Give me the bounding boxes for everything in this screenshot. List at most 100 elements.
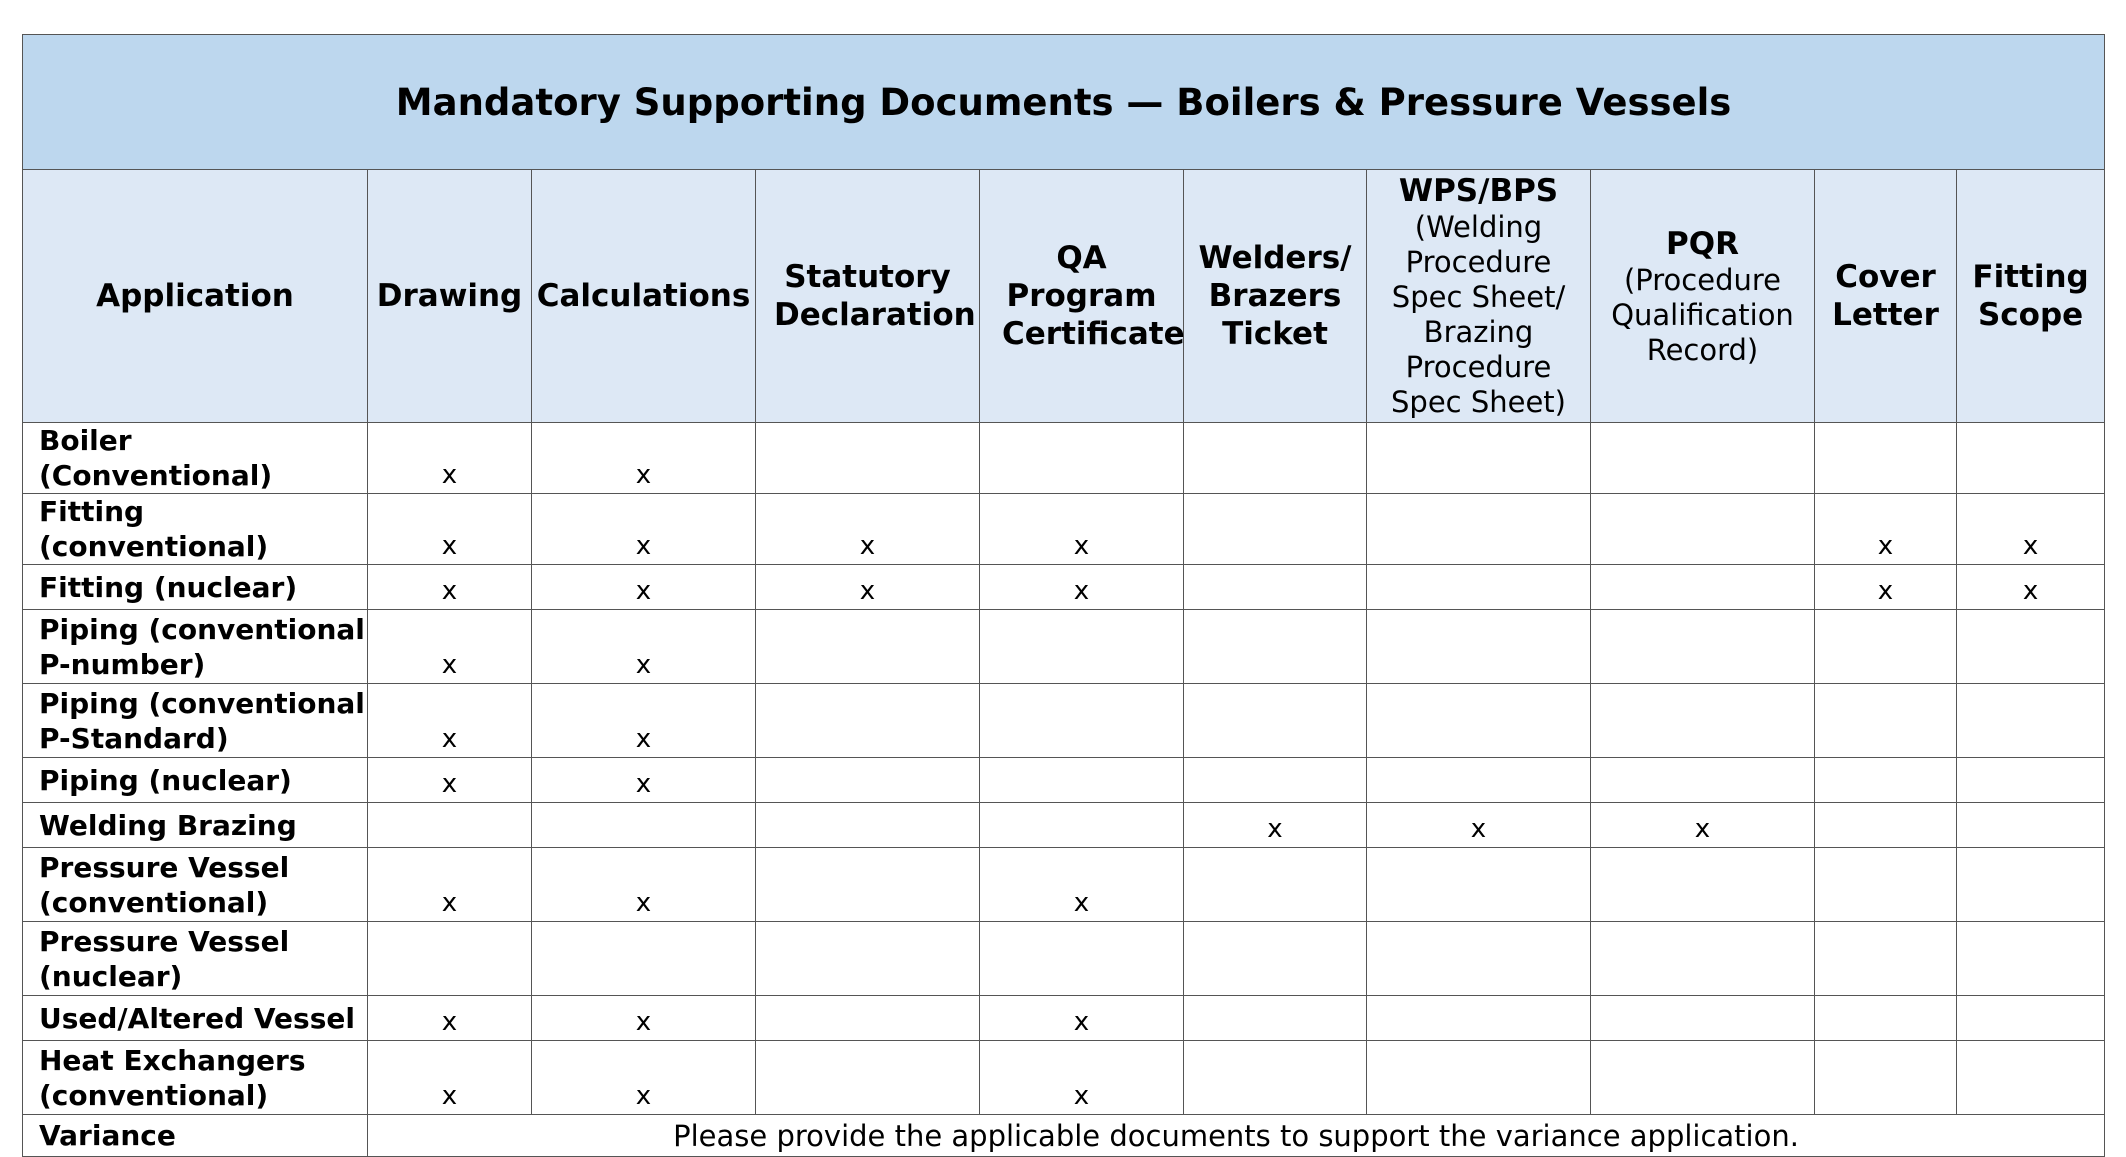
requirement-mark [1814,683,1957,758]
requirement-mark [1590,995,1815,1041]
application-name: Used/Altered Vessel [22,995,368,1041]
requirement-mark [1366,493,1591,565]
requirement-mark [1183,422,1367,494]
requirement-mark: x [367,847,532,922]
requirement-mark: x [531,847,756,922]
requirement-mark [1366,422,1591,494]
header-fitting-scope: Fitting Scope [1955,169,2106,423]
requirement-mark: x [979,995,1184,1041]
requirements-table-container: Mandatory Supporting Documents — Boilers… [21,34,2106,1157]
requirement-mark: x [1590,802,1815,848]
requirement-mark [1366,847,1591,922]
requirement-mark [755,422,980,494]
requirement-mark [755,802,980,848]
variance-note: Please provide the applicable documents … [366,1114,2106,1157]
requirement-mark [1366,564,1591,610]
header-wps-bps: WPS/BPS (Welding Procedure Spec Sheet/ B… [1366,169,1591,423]
requirement-mark [1814,1040,1957,1115]
requirement-mark [1814,757,1957,803]
requirement-mark: x [367,757,532,803]
application-name: Fitting (nuclear) [22,564,368,610]
requirement-mark [979,683,1184,758]
requirement-mark [1183,757,1367,803]
requirement-mark [1814,422,1957,494]
requirement-mark [1366,757,1591,803]
requirement-mark [1955,921,2106,996]
table-row: Welding Brazing x x x [22,802,2106,848]
header-statutory-declaration: Statutory Declaration [755,169,980,423]
requirement-mark: x [1366,802,1591,848]
table-row: Boiler (Conventional) x x [22,422,2106,494]
variance-row: Variance Please provide the applicable d… [22,1114,2106,1157]
requirement-mark: x [367,1040,532,1115]
table-row: Fitting (nuclear) x x x x x x [22,564,2106,610]
requirement-mark [979,609,1184,684]
requirement-mark: x [367,683,532,758]
requirement-mark [1590,564,1815,610]
requirement-mark: x [1814,493,1957,565]
requirement-mark: x [531,493,756,565]
table-row: Heat Exchangers (conventional) x x x [22,1040,2106,1115]
requirement-mark [755,609,980,684]
requirement-mark [1183,921,1367,996]
requirement-mark [1955,802,2106,848]
requirement-mark [755,847,980,922]
requirement-mark: x [367,609,532,684]
requirement-mark [1366,995,1591,1041]
application-name: Fitting (conventional) [22,493,368,565]
application-name: Piping (nuclear) [22,757,368,803]
requirement-mark [1955,609,2106,684]
header-wps-subtitle: (Welding Procedure Spec Sheet/ Brazing P… [1391,210,1566,419]
application-name: Piping (conventional P-number) [22,609,368,684]
table-row: Pressure Vessel (conventional) x x x [22,847,2106,922]
requirement-mark [1590,921,1815,996]
header-welders-brazers-ticket: Welders/ Brazers Ticket [1183,169,1367,423]
requirement-mark [755,757,980,803]
requirement-mark: x [979,1040,1184,1115]
requirement-mark: x [979,847,1184,922]
requirement-mark: x [1955,493,2106,565]
requirement-mark [1366,921,1591,996]
application-name: Pressure Vessel (conventional) [22,847,368,922]
table-row: Piping (nuclear) x x [22,757,2106,803]
header-calculations: Calculations [531,169,756,423]
requirement-mark [1955,1040,2106,1115]
requirement-mark: x [531,609,756,684]
header-application: Application [22,169,368,423]
requirement-mark [979,921,1184,996]
requirement-mark [1814,921,1957,996]
header-pqr: PQR (Procedure Qualification Record) [1590,169,1815,423]
requirement-mark [1590,847,1815,922]
requirement-mark [531,921,756,996]
table-row: Fitting (conventional) x x x x x x [22,493,2106,565]
requirement-mark: x [1183,802,1367,848]
requirement-mark: x [367,995,532,1041]
requirement-mark [367,802,532,848]
header-row: Application Drawing Calculations Statuto… [22,169,2106,423]
requirement-mark [1590,422,1815,494]
header-pqr-title: PQR [1666,225,1739,262]
requirement-mark [1183,683,1367,758]
requirement-mark: x [755,564,980,610]
requirement-mark: x [979,493,1184,565]
requirement-mark [1183,564,1367,610]
requirement-mark [755,683,980,758]
table-row: Piping (conventional P-number) x x [22,609,2106,684]
requirement-mark: x [531,995,756,1041]
header-wps-title: WPS/BPS [1398,173,1559,209]
requirement-mark [755,921,980,996]
requirement-mark: x [755,493,980,565]
requirement-mark [1366,609,1591,684]
header-qa-program-certificate: QA Program Certificate [979,169,1185,423]
requirement-mark [979,422,1184,494]
requirement-mark [1955,995,2106,1041]
application-name: Pressure Vessel (nuclear) [22,921,368,996]
requirement-mark [1814,847,1957,922]
requirement-mark [1366,1040,1591,1115]
requirement-mark: x [531,422,756,494]
requirement-mark [979,802,1184,848]
requirement-mark: x [531,564,756,610]
application-name: Piping (conventional P-Standard) [22,683,368,758]
requirement-mark: x [367,564,532,610]
requirement-mark [1590,609,1815,684]
